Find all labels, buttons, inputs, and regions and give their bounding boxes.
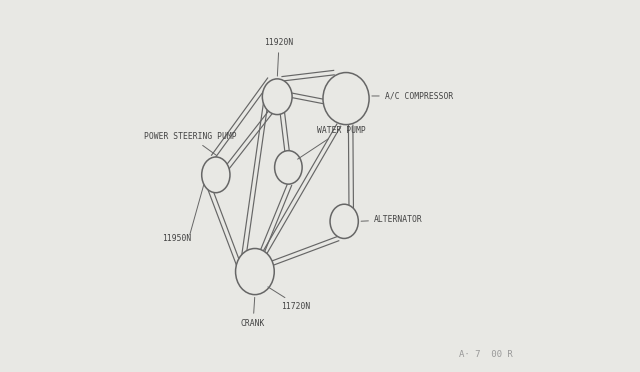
Text: CRANK: CRANK <box>241 297 265 328</box>
Ellipse shape <box>262 79 292 115</box>
Text: A/C COMPRESSOR: A/C COMPRESSOR <box>372 92 453 100</box>
Text: 11720N: 11720N <box>281 302 310 311</box>
Text: 11920N: 11920N <box>264 38 294 76</box>
Ellipse shape <box>330 204 358 238</box>
Ellipse shape <box>323 73 369 125</box>
Text: ALTERNATOR: ALTERNATOR <box>361 215 422 224</box>
Text: A· 7  00 R: A· 7 00 R <box>460 350 513 359</box>
Text: 11950N: 11950N <box>162 234 191 243</box>
Ellipse shape <box>202 157 230 193</box>
Text: POWER STEERING PUMP: POWER STEERING PUMP <box>144 132 237 155</box>
Ellipse shape <box>236 248 275 295</box>
Text: WATER PUMP: WATER PUMP <box>298 126 366 159</box>
Ellipse shape <box>275 151 302 184</box>
